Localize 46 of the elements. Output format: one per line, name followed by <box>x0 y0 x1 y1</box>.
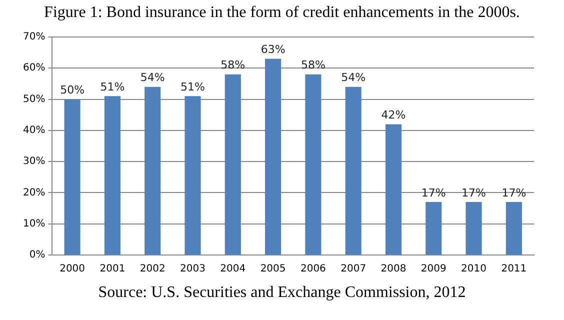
data-label: 63% <box>260 43 286 56</box>
y-tick-label: 20% <box>22 187 46 198</box>
data-label: 17% <box>502 186 526 200</box>
x-tick-label: 2008 <box>380 264 406 275</box>
bar <box>466 202 482 254</box>
x-tick-label: 2005 <box>260 264 286 275</box>
bar <box>265 58 282 254</box>
x-tick-label: 2010 <box>461 264 487 275</box>
source-note: Source: U.S. Securities and Exchange Commission, 2012 <box>97 284 467 302</box>
data-label: 51% <box>100 80 125 94</box>
data-label: 17% <box>462 186 486 200</box>
bar <box>385 124 402 254</box>
y-tick-label: 70% <box>22 32 46 43</box>
bar <box>224 74 241 254</box>
bar <box>144 86 161 254</box>
x-tick-label: 2006 <box>300 264 326 275</box>
chart-title: Figure 1: Bond insurance in the form of credit enhancements in the 2000s. <box>43 4 521 23</box>
data-label: 51% <box>180 80 205 94</box>
data-label: 58% <box>300 58 326 72</box>
bar <box>64 99 80 254</box>
bar <box>104 96 120 254</box>
y-tick-label: 10% <box>22 218 46 230</box>
y-tick-label: 40% <box>22 125 46 136</box>
bar <box>426 202 442 254</box>
y-tick-label: 30% <box>22 156 46 168</box>
y-tick-label: 60% <box>22 62 46 74</box>
x-tick-label: 2009 <box>420 264 446 275</box>
data-label: 58% <box>220 58 246 72</box>
x-tick-label: 2004 <box>220 264 246 275</box>
y-tick-label: 50% <box>22 94 46 105</box>
x-tick-label: 2011 <box>501 264 527 275</box>
bar <box>305 74 322 254</box>
data-label: 54% <box>140 71 165 84</box>
y-tick-label: 0% <box>29 250 46 261</box>
x-tick-label: 2001 <box>100 264 126 275</box>
bar <box>506 202 522 254</box>
x-tick-label: 2003 <box>180 264 206 275</box>
x-tick-label: 2002 <box>140 264 166 275</box>
data-label: 50% <box>60 84 85 97</box>
bar <box>184 96 201 254</box>
data-label: 42% <box>381 108 406 122</box>
data-label: 17% <box>421 186 446 200</box>
x-tick-label: 2007 <box>340 264 366 275</box>
bar <box>345 86 362 254</box>
data-label: 54% <box>341 71 366 84</box>
x-tick-label: 2000 <box>60 264 86 275</box>
